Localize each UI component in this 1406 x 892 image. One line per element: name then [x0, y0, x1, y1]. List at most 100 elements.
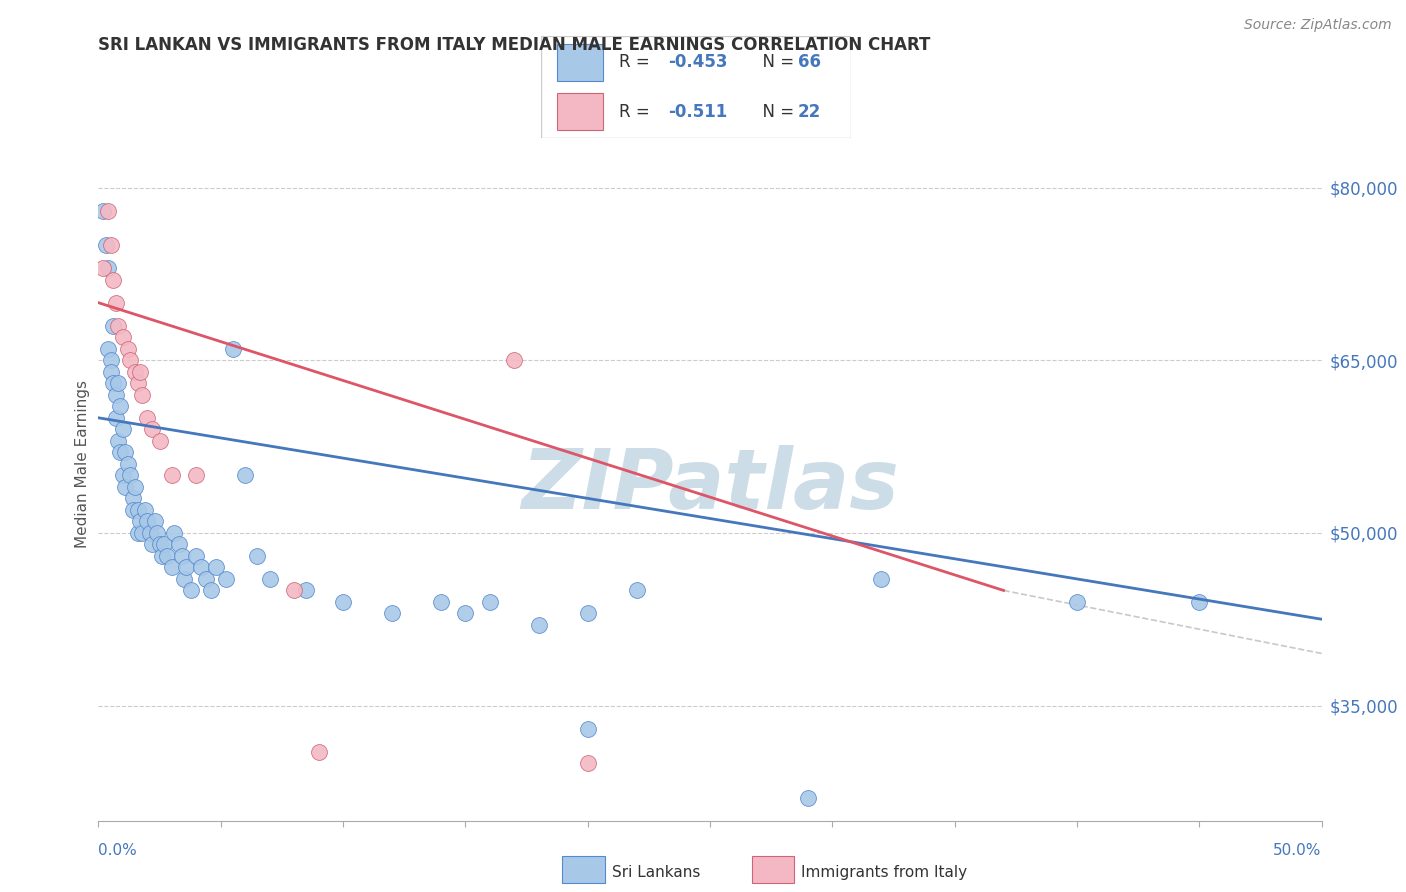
Point	[121, 503, 143, 517]
Point	[124, 480, 146, 494]
Point	[141, 422, 163, 436]
Point	[153, 537, 176, 551]
Point	[190, 560, 212, 574]
FancyBboxPatch shape	[557, 44, 603, 81]
Point	[107, 318, 129, 333]
Point	[101, 376, 124, 391]
Point	[136, 515, 159, 529]
Point	[143, 515, 166, 529]
Point	[576, 722, 599, 736]
Y-axis label: Median Male Earnings: Median Male Earnings	[75, 380, 90, 548]
Text: -0.453: -0.453	[668, 54, 728, 71]
Point	[1066, 595, 1088, 609]
Point	[150, 549, 173, 563]
Point	[180, 583, 202, 598]
Point	[121, 491, 143, 506]
Text: -0.511: -0.511	[668, 103, 727, 120]
Point	[131, 388, 153, 402]
Point	[141, 537, 163, 551]
Point	[167, 537, 190, 551]
Point	[576, 756, 599, 770]
Point	[91, 203, 114, 218]
Point	[381, 607, 404, 621]
Point	[127, 503, 149, 517]
Point	[870, 572, 893, 586]
Point	[100, 353, 122, 368]
Point	[129, 365, 152, 379]
Point	[110, 399, 132, 413]
Point	[117, 342, 139, 356]
Point	[186, 468, 208, 483]
Point	[283, 583, 305, 598]
Point	[117, 457, 139, 471]
Point	[503, 353, 526, 368]
Point	[97, 342, 120, 356]
Point	[1188, 595, 1211, 609]
Text: R =: R =	[619, 103, 655, 120]
Point	[233, 468, 256, 483]
Text: N =: N =	[752, 103, 799, 120]
Point	[110, 445, 132, 459]
Point	[101, 318, 124, 333]
Point	[104, 388, 127, 402]
Point	[186, 549, 208, 563]
FancyBboxPatch shape	[541, 36, 851, 138]
FancyBboxPatch shape	[557, 93, 603, 130]
Point	[160, 468, 183, 483]
Point	[124, 365, 146, 379]
Point	[149, 434, 172, 448]
Point	[146, 525, 169, 540]
Point	[111, 468, 134, 483]
Point	[626, 583, 648, 598]
Point	[295, 583, 318, 598]
Text: ZIPatlas: ZIPatlas	[522, 445, 898, 525]
Point	[114, 445, 136, 459]
Text: N =: N =	[752, 54, 799, 71]
Text: R =: R =	[619, 54, 655, 71]
Point	[332, 595, 354, 609]
Point	[107, 434, 129, 448]
Point	[195, 572, 218, 586]
Point	[111, 330, 134, 344]
Point	[134, 503, 156, 517]
Point	[200, 583, 222, 598]
Point	[308, 745, 330, 759]
Text: SRI LANKAN VS IMMIGRANTS FROM ITALY MEDIAN MALE EARNINGS CORRELATION CHART: SRI LANKAN VS IMMIGRANTS FROM ITALY MEDI…	[98, 36, 931, 54]
Text: 0.0%: 0.0%	[98, 843, 138, 858]
Point	[94, 238, 117, 252]
Point	[527, 618, 550, 632]
Point	[259, 572, 281, 586]
Point	[246, 549, 269, 563]
Point	[478, 595, 501, 609]
Text: Sri Lankans: Sri Lankans	[612, 865, 700, 880]
Point	[129, 515, 152, 529]
Point	[114, 480, 136, 494]
Point	[120, 468, 142, 483]
Text: 22: 22	[799, 103, 821, 120]
Point	[139, 525, 162, 540]
Point	[120, 353, 142, 368]
Point	[173, 572, 195, 586]
Point	[100, 365, 122, 379]
Point	[222, 342, 245, 356]
Point	[104, 295, 127, 310]
Point	[107, 376, 129, 391]
Point	[91, 261, 114, 276]
Point	[136, 410, 159, 425]
Point	[205, 560, 228, 574]
Point	[430, 595, 453, 609]
Point	[170, 549, 193, 563]
Point	[454, 607, 477, 621]
Point	[97, 261, 120, 276]
Point	[797, 790, 820, 805]
Point	[97, 203, 120, 218]
Text: Immigrants from Italy: Immigrants from Italy	[801, 865, 967, 880]
Point	[149, 537, 172, 551]
Point	[104, 410, 127, 425]
Point	[214, 572, 236, 586]
Point	[127, 376, 149, 391]
Point	[176, 560, 198, 574]
Point	[101, 273, 124, 287]
Point	[163, 525, 186, 540]
Point	[160, 560, 183, 574]
